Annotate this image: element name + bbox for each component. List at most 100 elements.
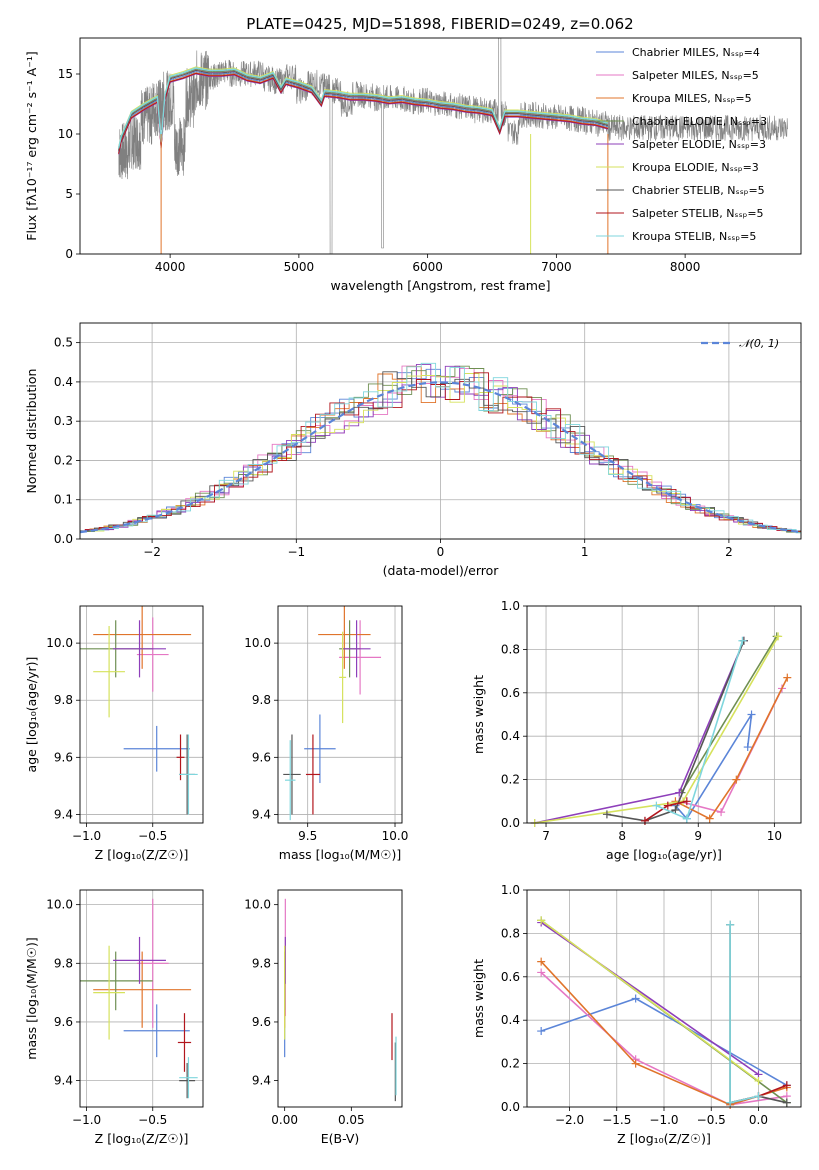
legend-entry: Chabrier STELIB, Nₛₛₚ=5 [632, 184, 765, 197]
legend-entry: Chabrier MILES, Nₛₛₚ=4 [632, 46, 760, 59]
y-tick-label: 5 [65, 187, 73, 201]
y-tick-label: 10 [58, 127, 73, 141]
ebv-panel: 0.00 0.05 9.4 9.6 9.8 10.0 E(B-V) [244, 889, 403, 1146]
weight-marker [537, 968, 546, 977]
weight-line [675, 677, 789, 820]
x-tick-label: 7 [542, 829, 550, 843]
spectrum-plot-area [117, 38, 789, 254]
weight-marker [754, 1092, 763, 1101]
y-tick-label: 0.0 [54, 532, 73, 546]
y-tick-label: 9.6 [54, 750, 73, 764]
y-tick-label: 0.5 [54, 336, 73, 350]
y-axis-label: mass [log₁₀(M/M☉)] [24, 937, 39, 1059]
age-vs-mass-plot-area [283, 606, 382, 821]
residuals-panel: −2 −1 0 1 2 0.0 0.1 0.2 0.3 0.4 0.5 (data-model)/er… [24, 322, 802, 578]
weight-marker [726, 1098, 735, 1107]
weight-line [680, 635, 778, 794]
x-tick-label: 10.0 [382, 829, 409, 843]
weight-line [606, 640, 745, 822]
x-tick-label: −0.5 [138, 1113, 167, 1127]
weight-marker [652, 801, 661, 810]
x-tick-label: 0.0 [749, 1113, 768, 1127]
weight-marker [782, 1081, 791, 1090]
weight-line [540, 971, 787, 1106]
y-tick-label: 9.6 [54, 1015, 73, 1029]
residuals-plot-area [80, 362, 801, 534]
weight-marker [663, 801, 672, 810]
y-tick-label: 9.4 [54, 1074, 73, 1088]
weight-marker [682, 814, 691, 823]
x-tick-label: −2 [143, 545, 161, 559]
axes-frame [79, 605, 204, 824]
legend-entry: 𝒩(0, 1) [739, 337, 779, 350]
x-tick-label: −1.0 [72, 1113, 101, 1127]
mass-weight-vs-age-panel: 7 8 9 10 0.0 0.2 0.4 0.6 0.8 1.0 age [log₁₀(age/yr… [471, 599, 802, 862]
spectrum-model-line [118, 71, 609, 153]
residual-histogram [89, 362, 801, 534]
weight-marker [774, 632, 783, 641]
weight-marker [783, 673, 792, 682]
x-tick-label: 1 [581, 545, 589, 559]
weight-marker [671, 805, 680, 814]
x-tick-label: 8000 [670, 260, 701, 274]
y-tick-label: 15 [58, 67, 73, 81]
y-tick-label: 0.3 [54, 414, 73, 428]
ebv-plot-area [284, 898, 397, 1102]
y-tick-label: 10.0 [244, 636, 271, 650]
y-tick-label: 10.0 [244, 898, 271, 912]
x-axis-label: (data-model)/error [383, 563, 500, 578]
weight-marker [747, 710, 756, 719]
y-tick-label: 9.8 [252, 693, 271, 707]
x-axis-label: Z [log₁₀(Z/Z☉)] [95, 847, 189, 862]
weight-marker [732, 775, 741, 784]
x-tick-label: −0.5 [138, 829, 167, 843]
y-tick-label: 0.4 [54, 375, 73, 389]
y-axis-label: Flux [fλ10⁻¹⁷ erg cm⁻² s⁻¹ A⁻¹] [24, 51, 39, 240]
y-tick-label: 10.0 [46, 898, 73, 912]
legend-entry: Chabrier ELODIE, Nₛₛₚ=3 [632, 115, 767, 128]
y-tick-label: 9.8 [54, 693, 73, 707]
x-tick-label: 6000 [412, 260, 443, 274]
weight-marker [631, 994, 640, 1003]
y-tick-label: 1.0 [501, 599, 520, 613]
x-tick-label: −1.5 [602, 1113, 631, 1127]
y-tick-label: 9.6 [252, 1015, 271, 1029]
legend-entry: Salpeter ELODIE, Nₛₛₚ=3 [632, 138, 766, 151]
mass-vs-Z-panel: −1.0 −0.5 9.4 9.6 9.8 10.0 Z [log₁₀(Z/Z☉)] mass… [24, 889, 204, 1146]
x-tick-label: −0.5 [697, 1113, 726, 1127]
y-axis-label: mass weight [471, 959, 486, 1038]
weight-marker [717, 808, 726, 817]
x-tick-label: 10 [767, 829, 782, 843]
spectrum-model-line [118, 72, 609, 154]
residual-histogram [80, 365, 801, 533]
weight-marker [537, 957, 546, 966]
x-axis-label: mass [log₁₀(M/M☉)] [279, 847, 401, 862]
y-tick-label: 0.8 [501, 642, 520, 656]
x-tick-label: 7000 [541, 260, 572, 274]
x-axis-label: E(B-V) [321, 1131, 360, 1146]
axes-frame [79, 889, 204, 1108]
weight-marker [705, 814, 714, 823]
spectrum-model-line [118, 66, 609, 148]
weight-marker [743, 743, 752, 752]
y-tick-label: 9.4 [252, 807, 271, 821]
y-tick-label: 0.6 [501, 686, 520, 700]
spectrum-model-line [118, 69, 609, 151]
y-tick-label: 0.2 [501, 773, 520, 787]
y-tick-label: 0.8 [501, 926, 520, 940]
weight-line [540, 919, 759, 1082]
axes-frame [79, 37, 802, 255]
y-axis-label: mass weight [471, 675, 486, 754]
weight-marker [682, 797, 691, 806]
age-vs-mass-panel: 9.5 10.0 9.4 9.6 9.8 10.0 mass [log₁₀(M/M☉)] [244, 605, 409, 862]
x-tick-label: 0.05 [338, 1113, 365, 1127]
y-tick-label: 9.6 [252, 750, 271, 764]
x-axis-label: wavelength [Angstrom, rest frame] [330, 278, 550, 293]
y-tick-label: 0.0 [501, 1100, 520, 1114]
figure-title: PLATE=0425, MJD=51898, FIBERID=0249, z=0… [246, 15, 633, 33]
age-vs-Z-panel: −1.0 −0.5 9.4 9.6 9.8 10.0 Z [log₁₀(Z/Z☉)] age … [24, 605, 204, 862]
axes-frame [277, 605, 403, 824]
y-tick-label: 9.4 [54, 807, 73, 821]
normal-curve [80, 381, 801, 534]
